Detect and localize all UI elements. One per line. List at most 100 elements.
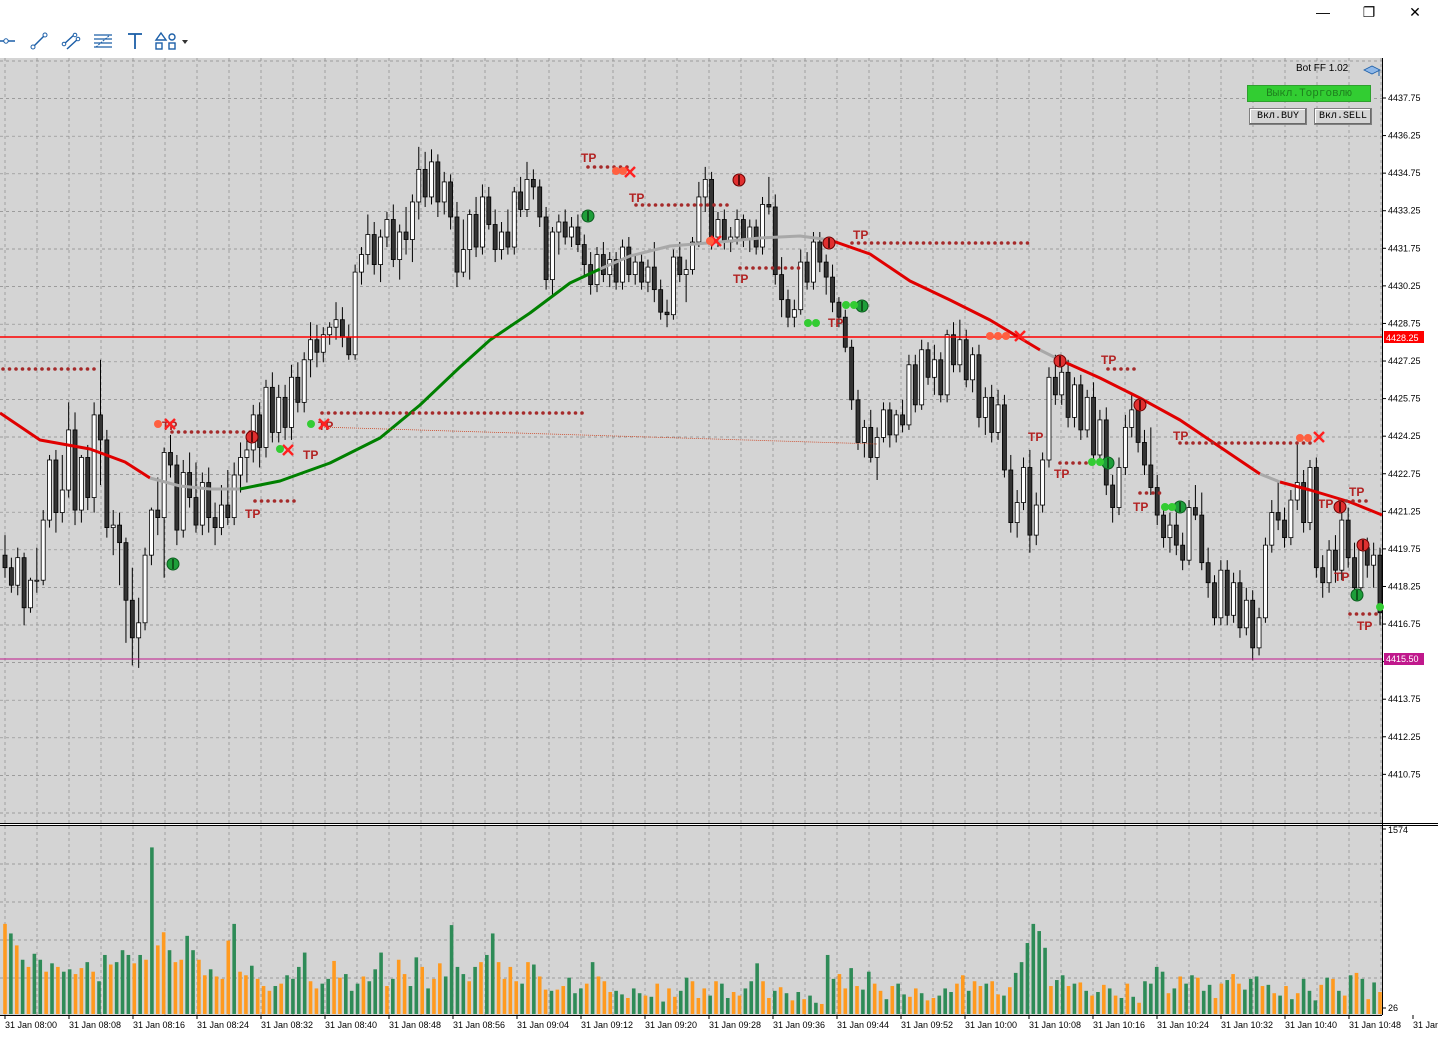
- enable-sell-button[interactable]: Вкл.SELL: [1314, 108, 1372, 125]
- bull-candle-body: [352, 271, 358, 356]
- target-level-dot: [259, 499, 264, 503]
- target-level-dot: [960, 241, 965, 245]
- volume-bar-down: [261, 986, 266, 1014]
- volume-bar-down: [1319, 984, 1324, 1014]
- bear-candle-body: [976, 354, 982, 418]
- volume-bar-down: [543, 989, 548, 1014]
- target-level-dot: [980, 241, 984, 245]
- target-level-dot: [744, 266, 749, 270]
- bear-candle-body: [123, 542, 129, 601]
- shapes-menu[interactable]: [152, 28, 192, 54]
- target-level-dot: [456, 411, 461, 415]
- bull-candle-body: [1129, 409, 1135, 428]
- target-level-dot: [1217, 441, 1221, 445]
- volume-bar-up: [590, 962, 595, 1014]
- price-tick-label: 4433.25: [1388, 206, 1421, 216]
- bear-candle-body: [887, 409, 893, 436]
- text-tool[interactable]: [121, 28, 149, 54]
- bear-candle-body: [1333, 549, 1338, 571]
- bear-candle-body: [779, 274, 785, 301]
- target-level-dot: [738, 266, 742, 270]
- volume-bar-down: [1366, 999, 1371, 1014]
- close-button[interactable]: ✕: [1392, 0, 1438, 24]
- restore-button[interactable]: ❐: [1346, 0, 1392, 24]
- volume-bar-down: [761, 981, 765, 1014]
- target-level-dot: [326, 411, 331, 415]
- target-level-dot: [640, 203, 645, 207]
- bull-candle-body: [180, 472, 186, 531]
- bull-candle-body: [893, 414, 899, 436]
- volume-axis-bottom-label: 26: [1388, 1003, 1398, 1013]
- bull-candle-body: [410, 201, 415, 240]
- enable-buy-button[interactable]: Вкл.BUY: [1249, 108, 1307, 125]
- volume-bar-up: [249, 965, 254, 1014]
- target-level-dot: [921, 241, 926, 245]
- target-level-dot: [790, 266, 794, 270]
- minimize-icon: —: [1316, 4, 1330, 20]
- bull-candle-body: [970, 354, 975, 381]
- volume-bar-down: [438, 963, 442, 1014]
- volume-bar-down: [1219, 983, 1224, 1014]
- volume-bar-up: [720, 983, 724, 1014]
- volume-bar-up: [97, 981, 101, 1014]
- bull-candle-body: [1326, 549, 1332, 584]
- close-x-mark: [1014, 330, 1026, 342]
- bear-candle-body: [8, 567, 14, 586]
- target-level-dot: [947, 241, 952, 245]
- volume-bar-up: [297, 966, 301, 1014]
- volume-bar-down: [1378, 992, 1382, 1014]
- bull-candle-body: [384, 219, 390, 238]
- bull-candle-body: [40, 519, 46, 581]
- target-level-dot: [934, 241, 939, 245]
- volume-bar-down: [155, 945, 160, 1014]
- target-level-dot: [85, 367, 90, 371]
- price-chart[interactable]: 4437.75 4436.25 4434.75 4433.25 4431.75 4430.…: [0, 58, 1438, 1040]
- horizontal-line-tool[interactable]: [0, 28, 20, 54]
- target-level-dot: [176, 430, 181, 434]
- bull-candle-body: [333, 319, 339, 328]
- bull-candle-body: [874, 437, 880, 458]
- signal-dot: [1304, 434, 1312, 442]
- tp-label: TP: [303, 448, 318, 462]
- bear-candle-body: [505, 231, 511, 248]
- volume-bar-up: [1149, 983, 1153, 1014]
- target-level-dot: [954, 241, 958, 245]
- target-level-dot: [902, 241, 906, 245]
- volume-bar-up: [61, 971, 66, 1014]
- target-level-dot: [66, 367, 70, 371]
- moving-average-segment: [239, 267, 601, 491]
- volume-bar-down: [214, 976, 219, 1014]
- volume-bar-down: [1008, 987, 1012, 1014]
- magenta-level-price-tag: 4415.50: [1384, 653, 1424, 665]
- bull-candle-body: [1358, 547, 1364, 589]
- volume-bar-down: [960, 975, 965, 1014]
- signal-dot: [1296, 434, 1304, 442]
- bull-candle-body: [1059, 371, 1065, 396]
- target-level-dot: [385, 411, 389, 415]
- volume-bar-down: [1102, 984, 1106, 1014]
- toggle-trading-button[interactable]: Выкл.Торговлю: [1247, 85, 1371, 102]
- minimize-button[interactable]: —: [1300, 0, 1346, 24]
- bull-candle-body: [632, 261, 638, 276]
- target-level-dot: [1006, 241, 1010, 245]
- fibonacci-tool[interactable]: [89, 28, 117, 54]
- volume-bar-up: [919, 993, 924, 1014]
- bull-candle-body: [760, 204, 765, 248]
- volume-bar-down: [338, 977, 342, 1014]
- channel-tool[interactable]: [57, 28, 85, 54]
- target-level-dot: [993, 241, 997, 245]
- volume-bar-down: [837, 974, 842, 1014]
- target-level-dot: [1249, 441, 1254, 445]
- volume-bar-down: [238, 971, 242, 1014]
- target-level-dot: [915, 241, 919, 245]
- volume-bar-down: [878, 990, 883, 1014]
- volume-bar-down: [1066, 986, 1071, 1014]
- volume-bar-up: [1013, 972, 1018, 1014]
- volume-bar-down: [1354, 972, 1359, 1014]
- volume-bar-down: [714, 981, 718, 1014]
- volume-bar-up: [1172, 988, 1177, 1014]
- volume-bar-up: [1107, 988, 1112, 1014]
- trendline-tool[interactable]: [25, 28, 53, 54]
- time-tick-label: 31 Jan 08:48: [389, 1020, 441, 1030]
- target-level-dot: [183, 430, 187, 434]
